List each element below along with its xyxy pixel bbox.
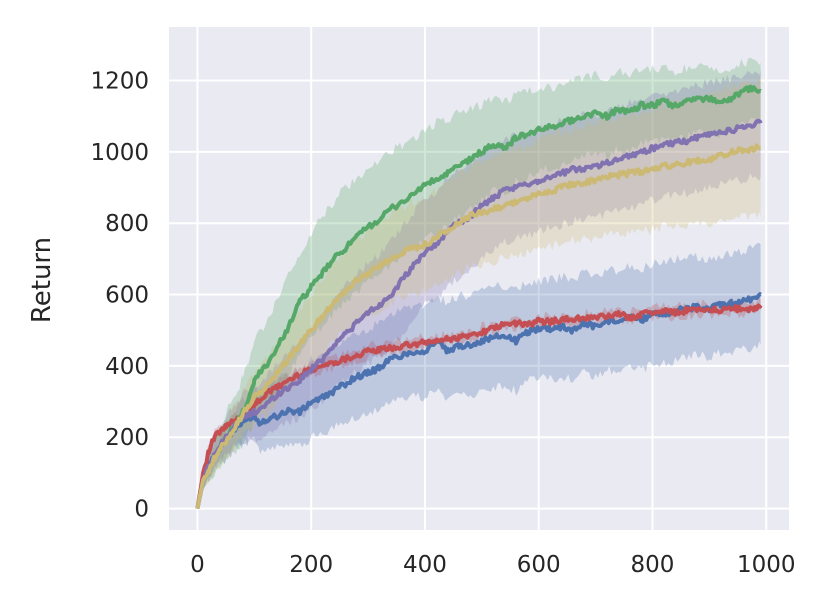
y-tick-label: 400 — [105, 354, 149, 380]
series-band-blue — [197, 242, 761, 509]
grid — [169, 27, 789, 530]
series-line-yellow — [195, 143, 762, 509]
x-tick-label: 1000 — [737, 552, 796, 578]
y-axis-label: Return — [27, 237, 57, 323]
y-tick-label: 600 — [105, 283, 149, 309]
x-tick-label: 0 — [190, 552, 205, 578]
series-line-green — [195, 84, 762, 509]
x-tick-label: 600 — [517, 552, 561, 578]
x-tick-label: 800 — [631, 552, 675, 578]
x-tick-label: 400 — [403, 552, 447, 578]
series-line-red — [195, 303, 763, 509]
y-tick-label: 200 — [105, 425, 149, 451]
y-tick-labels: 0 200 400 600 800 1000 1200 — [90, 69, 149, 523]
y-tick-label: 0 — [134, 497, 149, 523]
y-tick-label: 1200 — [90, 69, 149, 95]
x-tick-labels: 0 200 400 600 800 1000 — [190, 552, 795, 578]
y-tick-label: 1000 — [90, 140, 149, 166]
series-lines — [195, 84, 763, 509]
series-line-purple — [195, 118, 763, 509]
series-band-yellow — [197, 76, 761, 509]
y-tick-label: 800 — [105, 211, 149, 237]
plot-background — [169, 27, 789, 530]
series-line-blue — [195, 292, 762, 509]
series-band-purple — [197, 69, 761, 509]
x-tick-label: 200 — [289, 552, 333, 578]
